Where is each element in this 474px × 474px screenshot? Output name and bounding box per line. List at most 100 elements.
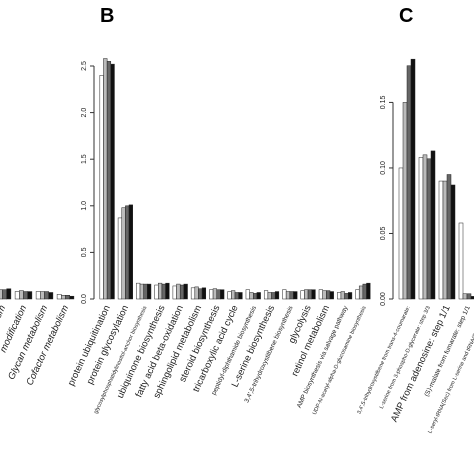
bar [106, 61, 112, 300]
bar [190, 287, 196, 300]
bar [234, 292, 239, 300]
bar [125, 205, 130, 300]
bar [326, 290, 331, 300]
bar [366, 282, 371, 300]
bar [209, 289, 214, 300]
bar [103, 58, 108, 300]
bar [402, 102, 408, 300]
y-tick-label: 0.0 [81, 294, 88, 304]
bar [442, 180, 448, 300]
bar [253, 293, 258, 300]
bar [446, 174, 452, 300]
bar [267, 292, 272, 300]
bar [23, 291, 28, 300]
bar [6, 288, 12, 300]
bar [406, 65, 412, 300]
bar [201, 287, 207, 300]
bar [99, 75, 104, 300]
bar [426, 158, 432, 300]
bar [216, 289, 221, 300]
bar [410, 58, 416, 300]
bar [220, 289, 225, 300]
bar [245, 289, 250, 300]
bar [307, 289, 312, 300]
bar [198, 288, 203, 300]
bar [358, 285, 364, 300]
bar [147, 283, 152, 300]
bar [69, 295, 75, 300]
y-tick-label: 0.10 [380, 161, 387, 175]
x-tick-label: ism [0, 304, 8, 322]
bar [398, 167, 404, 300]
bar [466, 293, 472, 300]
bar [274, 291, 280, 300]
bar [430, 150, 436, 300]
bar [249, 292, 254, 300]
bar [0, 289, 3, 300]
bar [238, 292, 243, 300]
y-tick-label: 0.15 [380, 96, 387, 110]
bar [422, 154, 428, 300]
bar [300, 290, 305, 300]
bar [304, 289, 309, 300]
bar [329, 291, 334, 300]
bar [285, 291, 291, 300]
bar [194, 286, 199, 300]
bar [19, 290, 24, 300]
bar [172, 285, 177, 300]
bar [27, 291, 33, 300]
panel-letter: B [100, 5, 114, 27]
bar [462, 293, 468, 300]
bar [176, 283, 181, 300]
bar [2, 289, 7, 300]
bar [322, 290, 327, 300]
bar [139, 283, 144, 300]
bar [61, 295, 66, 300]
bar [438, 180, 444, 300]
bar [143, 283, 148, 300]
y-tick-label: 1.5 [81, 154, 88, 164]
y-tick-label: 2.0 [81, 108, 88, 118]
y-tick-label: 0.5 [81, 247, 88, 257]
bar [340, 291, 345, 300]
bar [35, 291, 41, 300]
bar [158, 282, 163, 300]
bar [128, 204, 133, 300]
bar [179, 284, 185, 300]
bar [263, 290, 269, 300]
bar [344, 293, 349, 300]
bar [165, 282, 170, 300]
bar [56, 294, 62, 300]
bar [183, 283, 188, 300]
bar [362, 283, 367, 300]
y-tick-label: 0.00 [380, 292, 387, 306]
bar [65, 295, 70, 300]
bar [40, 291, 45, 300]
bar [271, 292, 276, 300]
bar [355, 289, 360, 300]
bar [48, 292, 54, 300]
bar [348, 292, 353, 300]
bar [282, 289, 287, 300]
bar [318, 289, 323, 300]
bar [470, 296, 474, 300]
y-tick-label: 2.5 [81, 61, 88, 71]
bar [311, 289, 316, 300]
panel-letter: C [399, 5, 413, 27]
bar [337, 292, 342, 300]
bar [231, 290, 236, 300]
bar [154, 284, 159, 300]
bar [121, 207, 126, 300]
y-tick-label: 1.0 [81, 201, 88, 211]
y-tick-label: 0.05 [380, 227, 387, 241]
bar [458, 222, 464, 300]
bar [418, 157, 424, 300]
bar [136, 282, 141, 300]
bar [14, 291, 20, 300]
bar [227, 291, 232, 300]
bar [289, 291, 294, 300]
bar [212, 288, 217, 300]
bar [44, 291, 49, 300]
bar [450, 184, 456, 300]
